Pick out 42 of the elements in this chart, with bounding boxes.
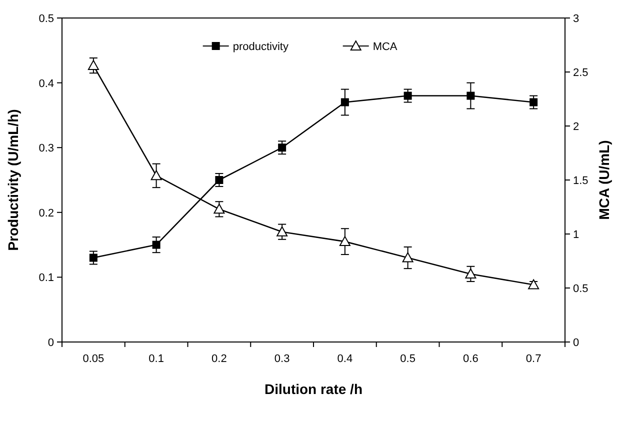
y-tick-label: 0.4 xyxy=(38,78,54,90)
y-tick-label: 0.2 xyxy=(38,207,54,220)
x-tick-label: 0.7 xyxy=(526,353,542,365)
point xyxy=(215,176,224,184)
x-tick-label: 0.6 xyxy=(463,353,478,365)
point xyxy=(278,144,286,152)
x-tick-label: 0.2 xyxy=(212,353,227,365)
point xyxy=(150,170,162,180)
y2-tick-label: 1.5 xyxy=(573,175,588,187)
point xyxy=(528,279,540,290)
point xyxy=(339,236,350,246)
y-axis-title: Productivity (U/mL/h) xyxy=(5,109,21,251)
point xyxy=(404,92,412,100)
y2-axis-title: MCA (U/mL) xyxy=(596,140,612,220)
y-tick-label: 0.5 xyxy=(38,13,54,25)
y-tick-label: 0 xyxy=(48,337,54,349)
y-tick-label: 0.1 xyxy=(38,272,54,284)
x-tick-label: 0.5 xyxy=(400,353,416,365)
point xyxy=(89,254,98,262)
y-tick-label: 0.3 xyxy=(38,142,54,155)
y2-tick-label: 0 xyxy=(573,337,580,349)
point xyxy=(530,98,538,106)
legend-label: productivity xyxy=(232,41,289,53)
x-tick-label: 0.4 xyxy=(337,353,353,365)
point xyxy=(465,268,476,278)
x-tick-label: 0.05 xyxy=(82,353,104,365)
point xyxy=(276,226,288,236)
y2-tick-label: 2.5 xyxy=(573,67,588,79)
point xyxy=(466,92,475,100)
x-axis-title: Dilution rate /h xyxy=(264,381,362,397)
x-tick-label: 0.3 xyxy=(274,353,290,365)
x-tick-label: 0.1 xyxy=(148,353,164,365)
legend-label: MCA xyxy=(372,41,398,53)
point xyxy=(152,240,160,249)
point xyxy=(88,60,99,70)
point xyxy=(402,252,414,262)
y2-tick-label: 2 xyxy=(573,121,580,133)
point xyxy=(214,204,225,214)
y2-tick-label: 3 xyxy=(573,13,580,25)
y2-tick-label: 1 xyxy=(573,229,580,241)
point xyxy=(340,98,349,106)
y2-tick-label: 0.5 xyxy=(573,283,588,295)
